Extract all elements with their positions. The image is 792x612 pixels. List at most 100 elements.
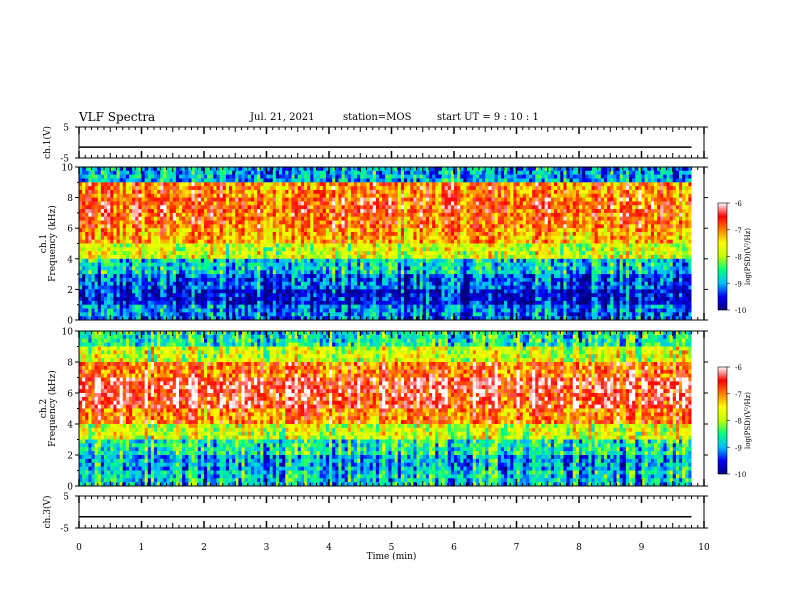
spectrogram-cell	[388, 258, 392, 264]
spectrogram-cell	[575, 193, 580, 199]
spectrogram-cell	[647, 228, 652, 233]
spectrogram-cell	[547, 251, 552, 256]
spectrogram-cell	[472, 186, 477, 191]
spectrogram-cell	[138, 212, 142, 218]
spectrogram-cell	[247, 209, 252, 214]
spectrogram-cell	[197, 254, 202, 260]
spectrogram-cell	[525, 186, 530, 191]
spectrogram-cell	[79, 224, 83, 229]
spectrogram-cell	[404, 186, 408, 191]
spectrogram-cell	[650, 178, 655, 183]
spectrogram-cell	[413, 182, 417, 187]
spectrogram-cell	[616, 167, 621, 172]
spectrogram-cell	[444, 239, 449, 244]
spectrogram-cell	[232, 254, 236, 260]
spectrogram-cell	[429, 258, 433, 264]
spectrogram-cell	[344, 224, 349, 229]
spectrogram-cell	[479, 189, 483, 195]
spectrogram-cell	[104, 258, 108, 264]
spectrogram-cell	[344, 243, 349, 248]
spectrogram-cell	[88, 254, 92, 260]
spectrogram-cell	[650, 220, 655, 225]
spectrogram-cell	[100, 216, 105, 221]
spectrogram-cell	[579, 209, 583, 214]
spectrogram-cell	[447, 228, 452, 233]
spectrogram-cell	[129, 186, 133, 191]
spectrogram-cell	[138, 216, 142, 221]
spectrogram-cell	[104, 243, 108, 248]
spectrogram-cell	[504, 174, 508, 179]
spectrogram-cell	[625, 170, 630, 176]
spectrogram-cell	[519, 243, 524, 248]
spectrogram-cell	[479, 205, 483, 210]
spectrogram-cell	[391, 254, 396, 260]
spectrogram-cell	[129, 224, 133, 229]
spectrogram-cell	[438, 182, 442, 187]
spectrogram-cell	[491, 228, 496, 233]
spectrogram-cell	[429, 209, 433, 214]
spectrogram-cell	[82, 205, 86, 210]
spectrogram-cell	[391, 239, 396, 244]
spectrogram-cell	[260, 170, 264, 176]
spectrogram-cell	[566, 251, 571, 256]
spectrogram-cell	[213, 258, 217, 264]
spectrogram-cell	[413, 193, 417, 199]
spectrogram-cell	[504, 178, 508, 183]
spectrogram-cell	[466, 209, 471, 214]
spectrogram-cell	[657, 209, 661, 214]
spectrogram-cell	[91, 212, 96, 218]
spectrogram-cell	[475, 251, 480, 256]
spectrogram-cell	[466, 247, 471, 252]
spectrogram-cell	[535, 205, 539, 210]
spectrogram-cell	[663, 174, 667, 179]
spectrogram-cell	[416, 216, 421, 221]
spectrogram-cell	[216, 239, 221, 244]
spectrogram-cell	[291, 239, 296, 244]
spectrogram-cell	[357, 216, 361, 221]
spectrogram-cell	[525, 170, 530, 176]
spectrogram-cell	[175, 232, 180, 237]
spectrogram-cell	[241, 258, 246, 264]
spectrogram-cell	[619, 170, 624, 176]
spectrogram-cell	[207, 243, 211, 248]
spectrogram-cell	[629, 243, 633, 248]
spectrogram-cell	[357, 243, 361, 248]
spectrogram-cell	[179, 174, 183, 179]
spectrogram-cell	[107, 182, 111, 187]
spectrogram-cell	[94, 247, 99, 252]
spectrogram-cell	[582, 232, 586, 237]
spectrogram-cell	[400, 193, 405, 199]
spectrogram-cell	[319, 228, 324, 233]
spectrogram-cell	[104, 220, 108, 225]
spectrogram-cell	[588, 243, 592, 248]
spectrogram-cell	[338, 243, 342, 248]
spectrogram-cell	[144, 170, 149, 176]
spectrogram-cell	[597, 209, 602, 214]
spectrogram-cell	[232, 224, 236, 229]
spectrogram-cell	[104, 209, 108, 214]
spectrogram-cell	[529, 186, 533, 191]
spectrogram-cell	[357, 239, 361, 244]
spectrogram-cell	[582, 254, 586, 260]
spectrogram-cell	[188, 205, 192, 210]
spectrogram-cell	[541, 239, 546, 244]
spectrogram-cell	[438, 205, 442, 210]
spectrogram-cell	[219, 262, 224, 267]
spectrogram-cell	[132, 197, 136, 202]
spectrogram-cell	[550, 251, 555, 256]
spectrogram-cell	[444, 254, 449, 260]
spectrogram-cell	[85, 243, 89, 248]
spectrogram-cell	[91, 251, 96, 256]
spectrogram-cell	[388, 209, 392, 214]
spectrogram-cell	[688, 170, 692, 176]
spectrogram-cell	[469, 220, 474, 225]
spectrogram-cell	[641, 232, 646, 237]
spectrogram-cell	[125, 258, 130, 264]
spectrogram-cell	[382, 170, 386, 176]
spectrogram-cell	[629, 232, 633, 237]
spectrogram-cell	[263, 186, 267, 191]
spectrogram-cell	[125, 167, 130, 172]
spectrogram-cell	[607, 254, 611, 260]
spectrogram-cell	[672, 224, 677, 229]
spectrogram-cell	[482, 193, 486, 199]
